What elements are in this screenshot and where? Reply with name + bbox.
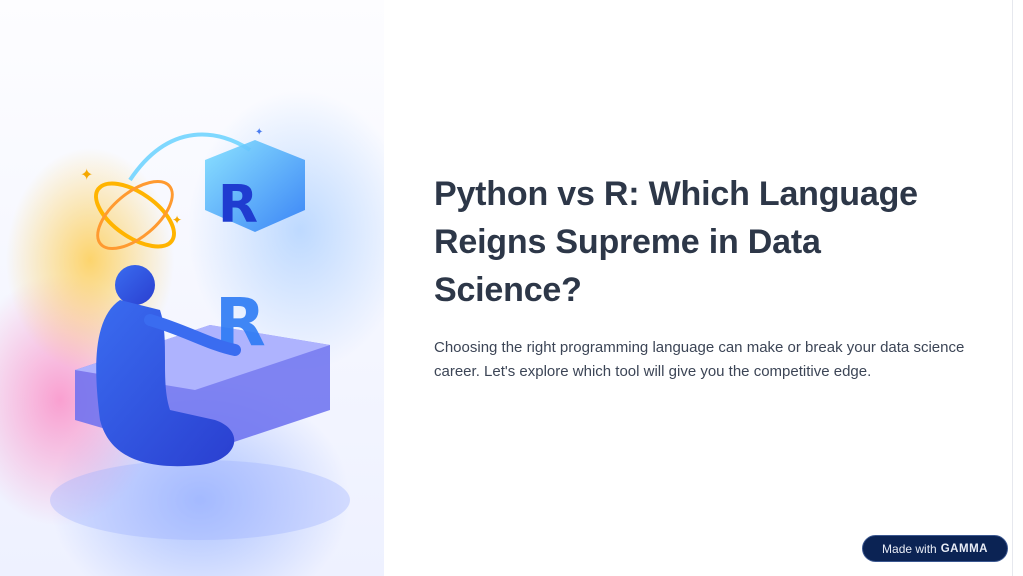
meditating-figure-with-r-cubes-image: R R ✦ ✦ ✦ — [50, 127, 350, 540]
slide-body: Choosing the right programming language … — [434, 339, 965, 380]
badge-prefix: Made with — [882, 541, 937, 556]
hero-illustration: R R ✦ ✦ ✦ — [0, 0, 384, 576]
slide-content: Python vs R: Which Language Reigns Supre… — [434, 170, 974, 383]
made-with-gamma-badge[interactable]: Made with GAMMA — [862, 535, 1008, 562]
gamma-logo: GAMMA — [940, 542, 988, 555]
r-letter-top: R — [218, 175, 258, 235]
slide-edge-divider — [1012, 0, 1013, 576]
svg-text:✦: ✦ — [255, 127, 263, 138]
svg-text:✦: ✦ — [172, 213, 182, 227]
svg-text:✦: ✦ — [80, 167, 93, 184]
slide-title: Python vs R: Which Language Reigns Supre… — [434, 175, 918, 309]
